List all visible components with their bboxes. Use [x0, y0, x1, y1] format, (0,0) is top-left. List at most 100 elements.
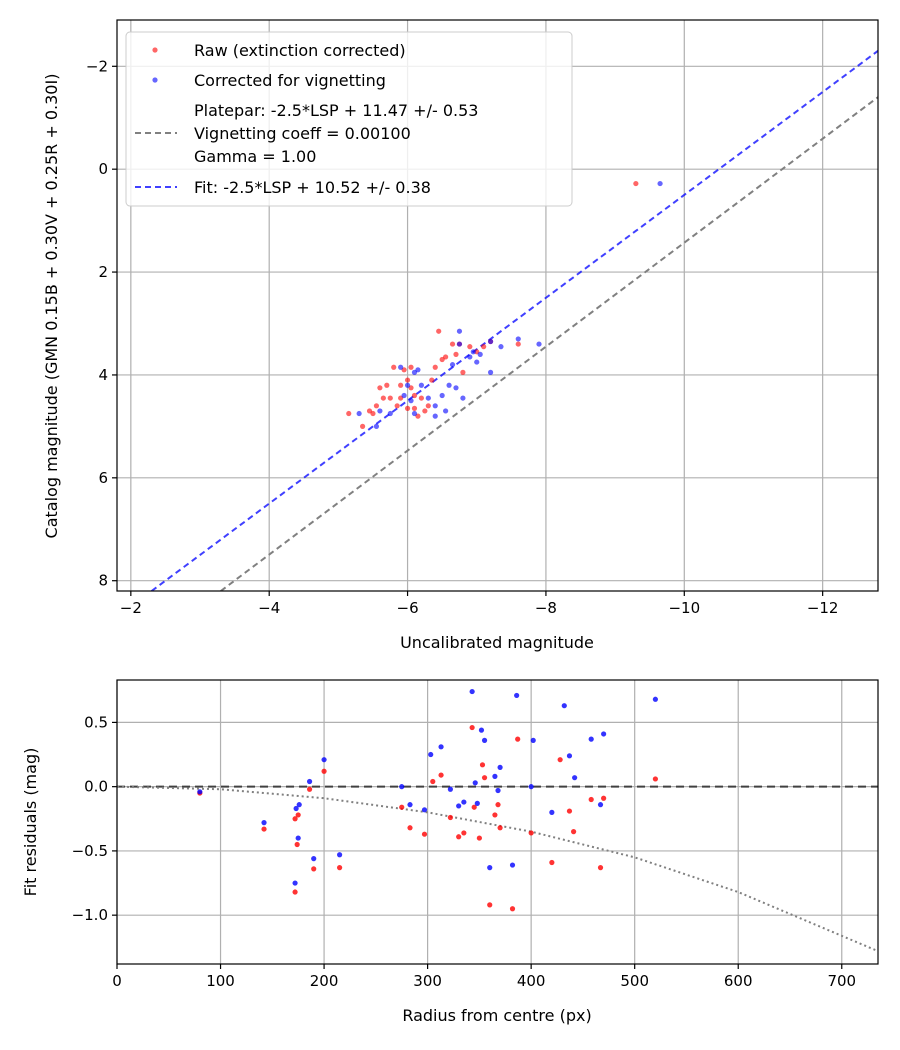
calibration-corrected-point	[449, 362, 456, 368]
calibration-plot-frame	[116, 19, 879, 592]
legend-platepar-label: Platepar: -2.5*LSP + 11.47 +/- 0.53	[194, 101, 478, 120]
residuals-y-axis-label: Fit residuals (mag)	[21, 748, 40, 897]
residuals-y-tick-label: 0.5	[84, 713, 108, 731]
residuals-raw-point	[294, 841, 300, 848]
residuals-raw-point	[597, 865, 604, 871]
residuals-corrected-point	[530, 737, 536, 743]
residuals-raw-point	[311, 866, 317, 872]
legend-vignetting-label: Corrected for vignetting	[194, 71, 386, 90]
residuals-corrected-point	[472, 780, 478, 786]
calibration-raw-point	[408, 364, 414, 370]
residuals-corrected-point	[474, 800, 480, 806]
residuals-raw-point	[321, 768, 327, 774]
residuals-raw-point	[515, 736, 521, 742]
residuals-raw-point	[497, 825, 503, 831]
residuals-lines	[117, 785, 878, 953]
residuals-corrected-point	[292, 880, 298, 886]
calibration-corrected-point	[456, 328, 463, 334]
residuals-raw-point	[588, 796, 594, 803]
residuals-raw-point	[337, 865, 343, 871]
calibration-raw-point	[425, 403, 431, 409]
residuals-raw-point	[430, 778, 436, 785]
residuals-corrected-point	[311, 856, 317, 862]
calibration-raw-point	[384, 382, 390, 388]
calibration-corrected-point	[453, 385, 459, 391]
calibration-y-tick-label: −2	[86, 57, 108, 75]
residuals-raw-point	[528, 830, 534, 836]
residuals-raw-point	[421, 831, 428, 837]
residuals-plot: 0 100 200 300 400 500 600 700 0.5 0.0 −0.5 −1.0 Rad…	[21, 679, 879, 1025]
calibration-corrected-point	[467, 354, 473, 360]
residuals-raw-point	[566, 808, 573, 814]
residuals-corrected-point	[478, 727, 485, 733]
legend-fit-label: Fit: -2.5*LSP + 10.52 +/- 0.38	[194, 178, 431, 197]
calibration-corrected-point	[657, 180, 663, 187]
calibration-raw-point	[391, 364, 397, 370]
calibration-raw-point	[453, 351, 459, 357]
calibration-corrected-point	[477, 351, 483, 357]
residuals-corrected-point	[428, 751, 434, 758]
calibration-raw-point	[449, 341, 456, 347]
residuals-corrected-point	[296, 802, 302, 808]
calibration-x-tick-label: −10	[668, 599, 700, 617]
calibration-raw-point	[394, 403, 400, 409]
legend-vignetting-coeff-label: Vignetting coeff = 0.00100	[194, 124, 411, 143]
residuals-corrected-point	[469, 688, 475, 695]
calibration-raw-point	[411, 392, 418, 399]
calibration-raw-point	[373, 403, 380, 409]
residuals-raw-point	[292, 889, 298, 895]
residuals-corrected-point	[572, 775, 578, 781]
residuals-x-axis-label: Radius from centre (px)	[402, 1006, 591, 1025]
calibration-corrected-point	[498, 344, 504, 350]
calibration-raw-point	[377, 385, 383, 391]
residuals-vignetting-curve	[117, 785, 878, 953]
residuals-raw-point	[292, 816, 298, 822]
residuals-raw-point	[549, 859, 555, 866]
legend-gamma-label: Gamma = 1.00	[194, 147, 316, 166]
residuals-raw-point	[476, 835, 482, 841]
residuals-corrected-point	[261, 820, 267, 826]
residuals-corrected-point	[492, 773, 498, 779]
residuals-corrected-point	[321, 757, 327, 763]
calibration-ticks: −2 −4 −6 −8 −10 −12 −2 0 2 4 6 8	[86, 57, 839, 617]
calibration-raw-point	[411, 405, 418, 411]
calibration-corrected-point	[387, 410, 393, 417]
residuals-corrected-point	[306, 778, 313, 785]
calibration-raw-point	[404, 405, 411, 411]
calibration-y-tick-label: 2	[98, 263, 108, 281]
calibration-corrected-point	[446, 382, 452, 388]
residuals-x-tick-label: 500	[620, 972, 649, 990]
residuals-plot-frame	[116, 679, 879, 965]
calibration-corrected-point	[439, 392, 445, 399]
calibration-corrected-point	[460, 395, 466, 401]
calibration-corrected-point	[432, 413, 438, 419]
residuals-corrected-point	[461, 799, 467, 805]
calibration-corrected-point	[401, 392, 407, 399]
residuals-raw-point	[557, 757, 563, 763]
residuals-y-tick-label: 0.0	[84, 778, 108, 796]
residuals-corrected-point	[293, 805, 299, 812]
residuals-corrected-point	[487, 865, 493, 871]
residuals-corrected-point	[509, 862, 516, 868]
residuals-raw-point	[461, 830, 467, 836]
residuals-raw-point	[492, 812, 498, 818]
residuals-corrected-point	[447, 786, 453, 792]
residuals-corrected-point	[601, 731, 607, 737]
calibration-raw-point	[380, 395, 386, 401]
calibration-corrected-point	[398, 364, 404, 370]
residuals-raw-point	[571, 829, 577, 835]
residuals-raw-point	[509, 906, 516, 912]
residuals-corrected-point	[566, 753, 573, 759]
calibration-corrected-point	[443, 408, 449, 414]
calibration-corrected-point	[470, 349, 476, 355]
legend-vignetting-marker	[152, 77, 158, 83]
calibration-corrected-point	[408, 398, 414, 404]
calibration-raw-point	[436, 328, 442, 334]
residuals-corrected-point	[497, 764, 503, 770]
calibration-raw-point	[370, 410, 376, 417]
residuals-corrected-point	[652, 696, 658, 702]
calibration-x-tick-label: −6	[397, 599, 419, 617]
calibration-fit-line	[150, 50, 878, 591]
calibration-corrected-point	[404, 382, 411, 388]
